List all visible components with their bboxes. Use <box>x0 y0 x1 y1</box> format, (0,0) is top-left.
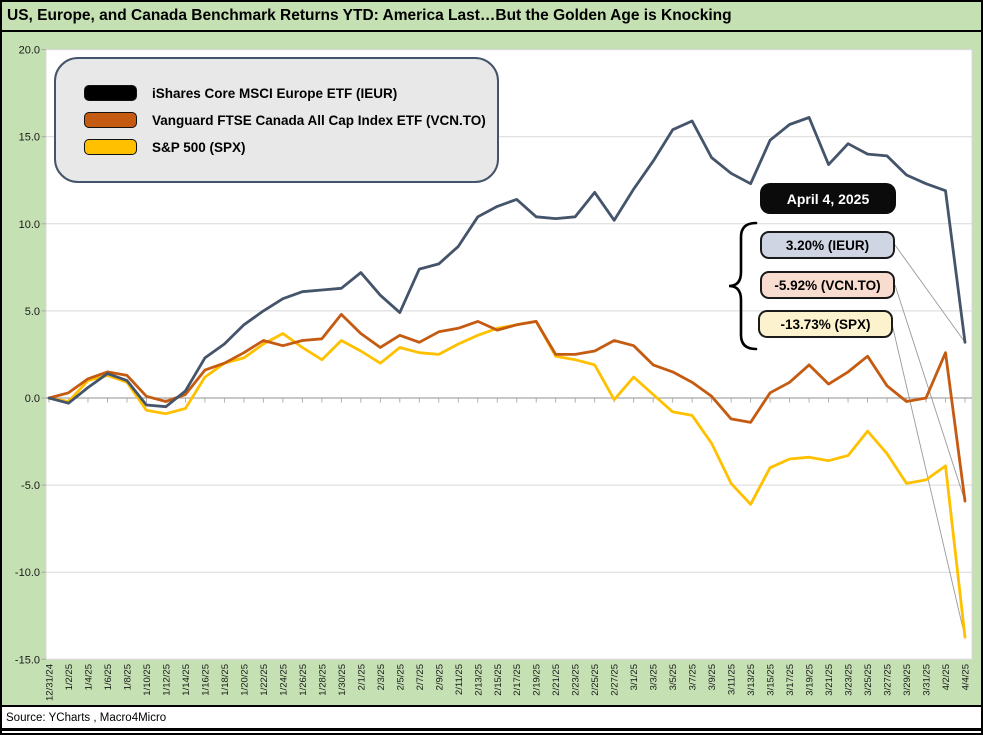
svg-text:3/13/25: 3/13/25 <box>746 664 757 696</box>
svg-text:1/10/25: 1/10/25 <box>142 664 153 696</box>
svg-text:1/12/25: 1/12/25 <box>161 664 172 696</box>
svg-text:2/13/25: 2/13/25 <box>473 664 484 696</box>
svg-text:-15.0: -15.0 <box>15 654 40 666</box>
svg-text:4/2/25: 4/2/25 <box>941 664 952 690</box>
svg-text:3/1/25: 3/1/25 <box>629 664 640 690</box>
svg-text:3/9/25: 3/9/25 <box>707 664 718 690</box>
svg-text:3/3/25: 3/3/25 <box>649 664 660 690</box>
svg-text:12/31/24: 12/31/24 <box>45 664 56 701</box>
svg-text:3/7/25: 3/7/25 <box>688 664 699 690</box>
svg-text:1/16/25: 1/16/25 <box>200 664 211 696</box>
svg-text:10.0: 10.0 <box>19 219 40 231</box>
legend-label-spx: S&P 500 (SPX) <box>152 139 246 155</box>
chart-area: 20.0 15.0 10.0 5.0 0.0 -5.0 -10.0 -15.0 12/31/24… <box>2 32 981 705</box>
svg-text:2/25/25: 2/25/25 <box>590 664 601 696</box>
svg-text:2/27/25: 2/27/25 <box>610 664 621 696</box>
spx-swatch-icon <box>84 139 137 155</box>
svg-text:0.0: 0.0 <box>25 393 40 405</box>
svg-text:1/22/25: 1/22/25 <box>259 664 270 696</box>
svg-text:2/15/25: 2/15/25 <box>493 664 504 696</box>
x-axis-ticks <box>48 398 966 403</box>
ieur-swatch-icon <box>84 85 137 101</box>
legend-item-vcn: Vanguard FTSE Canada All Cap Index ETF (… <box>84 112 497 128</box>
legend-item-spx: S&P 500 (SPX) <box>84 139 497 155</box>
legend-label-ieur: iShares Core MSCI Europe ETF (IEUR) <box>152 85 398 101</box>
series-line-IEUR <box>47 116 967 409</box>
page-title: US, Europe, and Canada Benchmark Returns… <box>2 2 981 32</box>
svg-text:3/19/25: 3/19/25 <box>805 664 816 696</box>
svg-text:-10.0: -10.0 <box>15 567 40 579</box>
svg-text:2/3/25: 2/3/25 <box>376 664 387 690</box>
svg-text:2/5/25: 2/5/25 <box>395 664 406 690</box>
svg-text:2/23/25: 2/23/25 <box>571 664 582 696</box>
footer-pad <box>2 731 981 733</box>
svg-text:2/17/25: 2/17/25 <box>512 664 523 696</box>
legend-label-vcn: Vanguard FTSE Canada All Cap Index ETF (… <box>152 112 486 128</box>
legend-item-ieur: iShares Core MSCI Europe ETF (IEUR) <box>84 85 497 101</box>
svg-text:2/9/25: 2/9/25 <box>434 664 445 690</box>
svg-text:1/14/25: 1/14/25 <box>181 664 192 696</box>
svg-text:2/19/25: 2/19/25 <box>532 664 543 696</box>
svg-text:1/20/25: 1/20/25 <box>239 664 250 696</box>
svg-text:5.0: 5.0 <box>25 306 40 318</box>
callout-spx-return: -13.73% (SPX) <box>758 310 893 338</box>
svg-text:1/30/25: 1/30/25 <box>337 664 348 696</box>
svg-text:2/11/25: 2/11/25 <box>454 664 465 695</box>
svg-text:20.0: 20.0 <box>19 45 40 57</box>
callout-ieur-return: 3.20% (IEUR) <box>760 231 895 259</box>
svg-text:15.0: 15.0 <box>19 132 40 144</box>
svg-text:3/27/25: 3/27/25 <box>883 664 894 696</box>
svg-text:1/6/25: 1/6/25 <box>103 664 114 690</box>
callout-brace <box>728 221 758 351</box>
svg-text:1/2/25: 1/2/25 <box>64 664 75 690</box>
svg-text:3/29/25: 3/29/25 <box>902 664 913 696</box>
callout-vcn-return: -5.92% (VCN.TO) <box>760 271 895 299</box>
series-line-VCN.TO <box>47 312 967 503</box>
svg-text:2/21/25: 2/21/25 <box>551 664 562 696</box>
source-note: Source: YCharts , Macro4Micro <box>2 705 981 731</box>
svg-text:3/11/25: 3/11/25 <box>727 664 738 695</box>
date-badge: April 4, 2025 <box>760 183 896 214</box>
svg-text:3/17/25: 3/17/25 <box>785 664 796 696</box>
svg-text:3/31/25: 3/31/25 <box>922 664 933 696</box>
x-axis-labels: 12/31/24 1/2/25 1/4/25 1/6/25 1/8/25 1/10/25 1… <box>45 664 972 701</box>
svg-text:1/26/25: 1/26/25 <box>298 664 309 696</box>
svg-text:4/4/25: 4/4/25 <box>961 664 972 690</box>
svg-text:3/23/25: 3/23/25 <box>844 664 855 696</box>
leader-lines <box>891 244 966 638</box>
svg-text:3/5/25: 3/5/25 <box>668 664 679 690</box>
vcn-swatch-icon <box>84 112 137 128</box>
svg-text:3/25/25: 3/25/25 <box>863 664 874 696</box>
svg-text:2/1/25: 2/1/25 <box>356 664 367 690</box>
svg-text:3/21/25: 3/21/25 <box>824 664 835 696</box>
svg-text:1/8/25: 1/8/25 <box>122 664 133 690</box>
legend-box: iShares Core MSCI Europe ETF (IEUR) Vang… <box>54 57 499 183</box>
svg-text:2/7/25: 2/7/25 <box>415 664 426 690</box>
svg-text:3/15/25: 3/15/25 <box>766 664 777 696</box>
y-axis-labels: 20.0 15.0 10.0 5.0 0.0 -5.0 -10.0 -15.0 <box>15 45 40 667</box>
svg-text:-5.0: -5.0 <box>21 480 40 492</box>
svg-text:1/28/25: 1/28/25 <box>317 664 328 696</box>
svg-text:1/24/25: 1/24/25 <box>278 664 289 696</box>
svg-text:1/18/25: 1/18/25 <box>220 664 231 696</box>
svg-text:1/4/25: 1/4/25 <box>83 664 94 690</box>
